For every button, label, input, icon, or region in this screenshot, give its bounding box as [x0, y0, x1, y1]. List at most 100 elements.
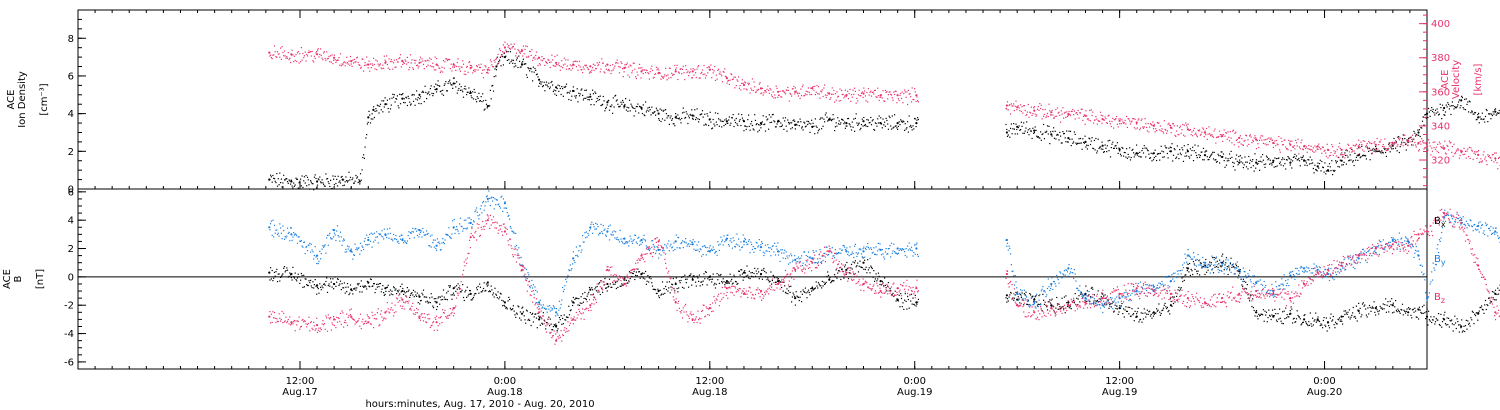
bx-series-sample: [300, 279, 302, 281]
bx-series-sample: [763, 267, 765, 270]
velocity-series-sample: [1102, 115, 1104, 117]
velocity-series-sample: [285, 57, 287, 59]
bx-series-sample: [1030, 294, 1032, 296]
velocity-series-sample: [1037, 106, 1039, 108]
velocity-series-sample: [1081, 108, 1083, 110]
velocity-series-sample: [339, 64, 341, 66]
velocity-series-sample: [391, 61, 393, 63]
velocity-series-sample: [502, 51, 504, 53]
density-series-sample: [1126, 148, 1128, 150]
density-series-sample: [1331, 160, 1333, 162]
density-series-sample: [374, 110, 376, 112]
velocity-series-sample: [336, 59, 339, 61]
velocity-series-sample: [835, 99, 837, 101]
density-series-sample: [1100, 148, 1102, 150]
bx-series-sample: [789, 291, 791, 293]
velocity-series-sample: [564, 63, 566, 65]
velocity-series-sample: [553, 65, 555, 67]
velocity-series-sample: [821, 91, 823, 93]
bx-series-sample: [1097, 290, 1099, 292]
density-series-sample: [1418, 129, 1420, 131]
by-series-sample: [282, 225, 284, 227]
by-series-sample: [311, 249, 313, 251]
bx-series-sample: [331, 286, 333, 288]
density-series-sample: [644, 115, 646, 117]
velocity-series-sample: [1434, 148, 1437, 150]
density-series-sample: [1151, 160, 1153, 162]
bx-series-sample: [598, 282, 601, 284]
bx-series-sample: [724, 284, 726, 286]
velocity-series-sample: [1379, 141, 1381, 143]
bx-series-sample: [1078, 295, 1080, 297]
bx-series-sample: [1043, 303, 1045, 305]
density-series-sample: [1176, 145, 1178, 147]
bx-series-point: [691, 278, 694, 281]
bx-series-sample: [1372, 307, 1374, 309]
density-series-sample: [659, 108, 661, 110]
velocity-series-sample: [622, 68, 624, 70]
velocity-series-sample: [699, 77, 701, 79]
bx-series-sample: [690, 273, 692, 275]
bx-series-sample: [1091, 286, 1093, 288]
bx-series-sample: [818, 283, 820, 285]
density-series-sample: [410, 103, 412, 105]
density-series-sample: [1336, 160, 1338, 162]
density-series-sample: [511, 59, 513, 61]
density-series-sample: [1254, 153, 1256, 155]
velocity-series-sample: [585, 65, 587, 67]
velocity-series-sample: [1060, 121, 1062, 123]
velocity-series-sample: [1242, 144, 1244, 146]
velocity-series-sample: [721, 81, 723, 83]
velocity-series-sample: [301, 59, 303, 61]
velocity-series-sample: [677, 78, 679, 81]
density-series-sample: [1454, 106, 1456, 108]
density-series-sample: [721, 120, 723, 122]
density-series-sample: [1135, 152, 1137, 155]
velocity-series-sample: [814, 85, 816, 87]
bx-series-sample: [820, 285, 822, 287]
velocity-series-sample: [1395, 142, 1397, 144]
velocity-series-sample: [1022, 112, 1024, 114]
density-series-sample: [1136, 154, 1138, 156]
density-series-sample: [1234, 169, 1236, 171]
velocity-series-sample: [1191, 131, 1193, 133]
bx-series-sample: [1193, 263, 1195, 265]
velocity-series-sample: [346, 56, 348, 58]
velocity-series-sample: [550, 61, 552, 63]
velocity-series-sample: [1431, 150, 1434, 152]
density-series-sample: [1335, 160, 1337, 162]
density-series-sample: [402, 93, 404, 95]
velocity-series-sample: [1398, 138, 1400, 140]
density-series-sample: [315, 177, 317, 180]
density-series-sample: [879, 122, 881, 124]
density-series-sample: [1371, 149, 1374, 151]
bx-series-sample: [505, 306, 508, 309]
density-series-sample: [362, 156, 364, 159]
velocity-series-sample: [603, 71, 605, 73]
bx-series-sample: [687, 276, 689, 278]
density-series-sample: [1188, 155, 1190, 158]
density-series-sample: [1272, 161, 1274, 163]
bx-series-sample: [1343, 310, 1345, 312]
velocity-series-point: [1050, 111, 1053, 114]
bx-series-sample: [587, 293, 589, 295]
velocity-series-sample: [746, 89, 748, 91]
density-series-sample: [1050, 133, 1052, 135]
density-series-sample: [548, 82, 550, 84]
bx-series-sample: [1354, 315, 1356, 318]
velocity-series-sample: [276, 56, 278, 58]
bx-series-sample: [1462, 330, 1464, 332]
bx-series-sample: [1162, 309, 1164, 311]
velocity-series-point: [915, 94, 918, 97]
density-series-sample: [741, 117, 743, 119]
bx-series-sample: [373, 283, 375, 285]
bx-series-sample: [1252, 298, 1254, 300]
density-series-sample: [638, 105, 641, 107]
by-series-sample: [318, 260, 320, 262]
bx-series-sample: [857, 271, 860, 273]
bx-series-sample: [910, 293, 913, 295]
density-series-sample: [1381, 151, 1384, 154]
density-series-sample: [1138, 155, 1140, 157]
bx-series-sample: [1348, 316, 1350, 318]
bx-series-sample: [353, 288, 355, 290]
